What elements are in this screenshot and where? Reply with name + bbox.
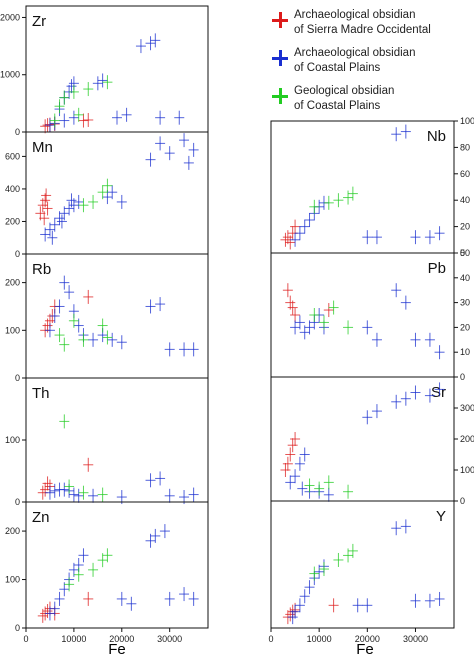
panel-frame: [25, 131, 209, 255]
legend-item-label: Geological obsidian: [294, 85, 395, 97]
x-tick-label: 10000: [61, 634, 86, 644]
y-tick-label: 0: [15, 127, 20, 137]
y-tick-label: 60: [460, 169, 470, 179]
y-tick-label: 0: [15, 249, 20, 259]
panel-label: Mn: [32, 139, 53, 156]
y-tick-label: 100: [5, 435, 20, 445]
x-tick-label: 0: [268, 634, 273, 644]
panel-label: Y: [436, 508, 446, 525]
red-cross-icon: [272, 12, 288, 28]
legend-item-coastal-geological: Geological obsidian of Coastal Plains: [272, 84, 472, 118]
y-tick-label: 100: [5, 575, 20, 585]
panel-label: Nb: [427, 128, 446, 145]
panel-pb: Pb 0 10 20 30 40 50: [270, 248, 470, 382]
x-tick-label: 20000: [109, 634, 134, 644]
panel-rb: Rb 0 100 200: [5, 253, 209, 383]
y-tick-label: 20: [460, 322, 470, 332]
panel-mn: Mn 0 200 400 600: [5, 131, 209, 259]
y-tick-label: 50: [460, 248, 470, 258]
panel-label: Th: [32, 385, 50, 402]
y-tick-label: 0: [15, 497, 20, 507]
legend-item-label: of Sierra Madre Occidental: [294, 24, 431, 36]
y-tick-label: 30: [460, 298, 470, 308]
panel-frame: [25, 377, 209, 503]
panel-frame: [270, 500, 455, 629]
y-tick-label: 10: [460, 347, 470, 357]
y-tick-label: 200: [5, 278, 20, 288]
y-tick-label: 0: [15, 373, 20, 383]
x-tick-label: 0: [23, 634, 28, 644]
panel-frame: [25, 501, 209, 629]
legend-item-label: of Coastal Plains: [294, 62, 381, 74]
panel-zr: Zr 0 1000 2000: [0, 5, 209, 137]
panel-label: Sr: [431, 384, 446, 401]
legend-item-label: Archaeological obsidian: [294, 47, 416, 59]
legend-item-sierra-madre: Archaeological obsidian of Sierra Madre …: [272, 8, 472, 42]
y-tick-label: 300: [460, 403, 474, 413]
y-tick-label: 40: [460, 195, 470, 205]
blue-cross-icon: [272, 50, 288, 66]
x-tick-label: 20000: [355, 634, 380, 644]
y-tick-label: 100: [460, 116, 474, 126]
legend-item-label: of Coastal Plains: [294, 100, 381, 112]
x-axis-label-right: Fe: [356, 641, 374, 658]
legend-item-coastal-archaeological: Archaeological obsidian of Coastal Plain…: [272, 46, 472, 80]
y-tick-label: 100: [5, 325, 20, 335]
panel-label: Rb: [32, 261, 51, 278]
legend-item-label: Archaeological obsidian: [294, 9, 416, 21]
x-tick-label: 30000: [157, 634, 182, 644]
y-tick-label: 200: [5, 526, 20, 536]
y-tick-label: 100: [460, 465, 474, 475]
y-tick-label: 600: [5, 151, 20, 161]
y-tick-label: 200: [460, 434, 474, 444]
y-tick-label: 400: [5, 184, 20, 194]
panel-nb: Nb 0 20 40 60 80 100: [270, 116, 474, 258]
y-tick-label: 80: [460, 142, 470, 152]
y-tick-label: 200: [5, 216, 20, 226]
y-tick-label: 1000: [0, 70, 20, 80]
x-tick-label: 30000: [403, 634, 428, 644]
panel-zn: Zn 0 100 200 0 10000 20000 30000: [5, 501, 209, 644]
panel-y: Y 0 10000 20000 30000: [268, 500, 455, 644]
green-cross-icon: [272, 88, 288, 104]
panel-sr: Sr 0 100 200 300: [270, 376, 474, 506]
y-tick-label: 20: [460, 222, 470, 232]
x-tick-label: 10000: [307, 634, 332, 644]
y-tick-label: 0: [460, 248, 465, 258]
x-axis-label-left: Fe: [108, 641, 126, 658]
panel-label: Zn: [32, 509, 50, 526]
panel-label: Zr: [32, 13, 46, 30]
y-tick-label: 0: [460, 496, 465, 506]
y-tick-label: 0: [460, 372, 465, 382]
y-tick-label: 2000: [0, 12, 20, 22]
legend: Archaeological obsidian of Sierra Madre …: [272, 8, 472, 122]
panel-th: Th 0 100: [5, 377, 209, 507]
panel-label: Pb: [428, 260, 446, 277]
panel-group: Zr010002000Mn0200400600Rb0100200Th0100Zn…: [0, 5, 474, 644]
y-tick-label: 0: [15, 623, 20, 633]
y-tick-label: 40: [460, 273, 470, 283]
